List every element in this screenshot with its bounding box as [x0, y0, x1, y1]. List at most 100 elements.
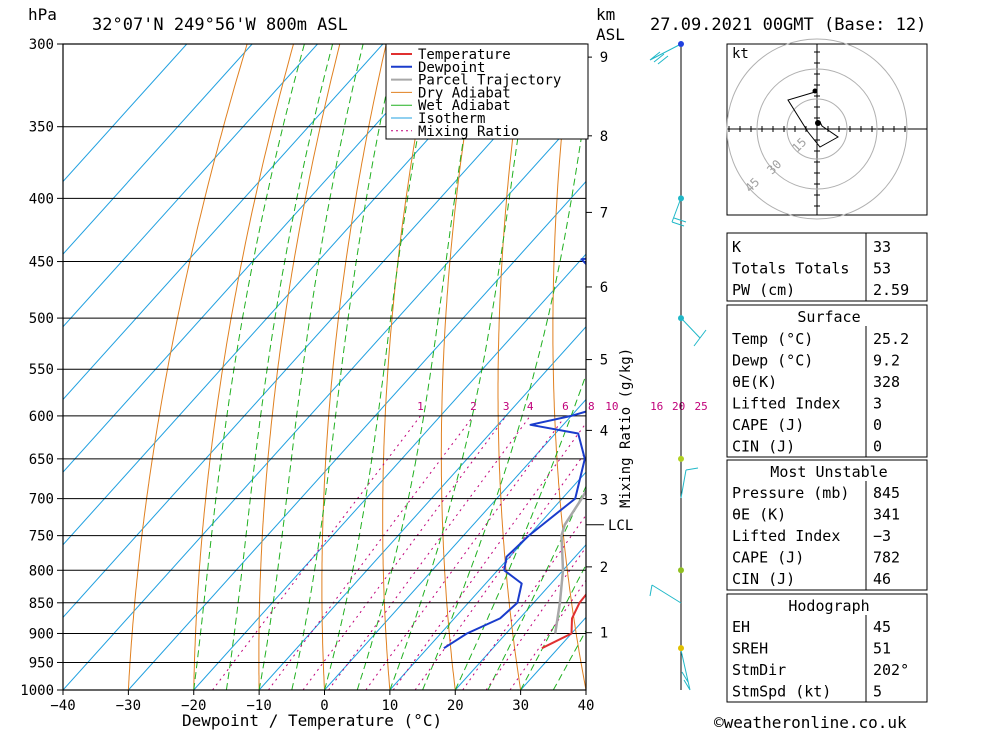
dry-adiabat-line	[127, 44, 248, 690]
isotherm-line	[128, 180, 586, 690]
dry-adiabat-line	[382, 44, 433, 690]
wet-adiabat-line	[258, 44, 364, 690]
table-row-value: 46	[873, 570, 891, 588]
isotherm-line	[63, 44, 188, 183]
mixing-ratio-label: 3	[503, 400, 510, 413]
table-row-value: 51	[873, 640, 891, 658]
table-row-label: EH	[732, 618, 750, 636]
table-row-label: SREH	[732, 640, 768, 658]
table-row-label: θE (K)	[732, 506, 786, 524]
temperature-tick-label: 10	[381, 698, 398, 714]
wet-adiabat-line	[356, 44, 481, 690]
isotherm-line	[193, 253, 586, 690]
height-tick-label: 8	[600, 129, 608, 145]
series-parcel-trajectory	[553, 488, 586, 634]
hodograph-table-title: Hodograph	[788, 597, 869, 615]
series-temperature	[541, 593, 586, 650]
mixing-ratio-label: 25	[694, 400, 707, 413]
isotherm-line	[63, 44, 580, 619]
temperature-tick-label: 40	[578, 698, 595, 714]
legend-entry: Wet Adiabat	[418, 98, 511, 114]
mixing-ratio-line	[509, 579, 586, 690]
mixing-ratio-labels: 1 2 3 4 6 8 10 16 20 25	[417, 400, 708, 413]
hodograph-storm-point	[815, 120, 821, 126]
asl-unit-label: ASL	[596, 25, 625, 44]
height-axis: LCL 1 2 3 4 5 6 7 8 9	[586, 50, 633, 642]
credit-link[interactable]: ©weatheronline.co.uk	[714, 713, 907, 732]
pressure-tick-label: 650	[29, 452, 54, 468]
isotherm-line	[324, 398, 586, 690]
table-row-label: Lifted Index	[732, 527, 840, 545]
table-row-label: StmSpd (kt)	[732, 683, 831, 701]
wind-barb	[649, 584, 682, 604]
pressure-tick-label: 850	[29, 596, 54, 612]
mixing-ratio-label: 4	[527, 400, 534, 413]
hodograph-ring	[786, 98, 848, 160]
table-row-label: CAPE (J)	[732, 416, 804, 434]
wind-level-dot	[678, 455, 684, 462]
temperature-tick-label: 30	[512, 698, 529, 714]
wet-adiabat-line	[291, 44, 398, 690]
isotherm-line	[63, 44, 384, 401]
table-row-value: 328	[873, 373, 900, 391]
temperature-tick-label: −30	[116, 698, 141, 714]
pressure-tick-label: 300	[29, 37, 54, 53]
height-tick-label: 1	[600, 626, 608, 642]
dry-adiabat-line	[658, 44, 717, 690]
hodograph-ring	[756, 68, 878, 190]
datetime-title: 27.09.2021 00GMT (Base: 12)	[650, 15, 926, 35]
table-row-label: Dewp (°C)	[732, 352, 813, 370]
mixing-ratio-line	[267, 415, 474, 690]
mixing-ratio-label: 20	[672, 400, 685, 413]
plot-frame	[62, 43, 587, 691]
hodograph-point	[812, 88, 818, 94]
legend-entry: Isotherm	[418, 111, 485, 127]
height-tick-label: 2	[600, 560, 608, 576]
isotherm-line	[389, 471, 586, 690]
mixing-ratio-line	[328, 415, 531, 690]
table-row-value: 9.2	[873, 352, 900, 370]
table-row-value: 0	[873, 416, 882, 434]
pressure-tick-label: 950	[29, 655, 54, 671]
temperature-tick-label: 20	[447, 698, 464, 714]
temperature-tick-label: 0	[320, 698, 328, 714]
surface-title: Surface	[797, 308, 860, 326]
km-unit-label: km	[596, 5, 615, 24]
most-unstable-title: Most Unstable	[770, 463, 887, 481]
pressure-axis: 300 350 400 450 500 550 600 650 700 750 800 850 900 9…	[20, 37, 63, 699]
table-row-label: θE(K)	[732, 373, 777, 391]
surface-box	[726, 304, 928, 458]
dry-adiabat-line	[942, 44, 1000, 690]
wind-barb	[649, 43, 682, 65]
mixing-ratio-axis-title: Mixing Ratio (g/kg)	[618, 348, 634, 508]
mixing-ratio-label: 1	[417, 400, 424, 413]
hodograph-table-box	[726, 593, 928, 703]
wet-adiabat-line	[454, 373, 586, 690]
table-row-label: Lifted Index	[732, 395, 840, 413]
table-row-value: 53	[873, 260, 891, 278]
table-row-label: CIN (J)	[732, 438, 795, 456]
table-row-label: CIN (J)	[732, 570, 795, 588]
height-tick-label: 6	[600, 280, 608, 296]
mixing-ratio-line	[302, 415, 507, 690]
mixing-ratio-label: 6	[562, 400, 569, 413]
series-dewpoint	[443, 257, 586, 650]
isotherm-line	[63, 44, 253, 255]
pressure-tick-label: 800	[29, 563, 54, 579]
table-row-value: −3	[873, 527, 891, 545]
wind-level-dot	[678, 195, 684, 202]
table-row-value: 202°	[873, 661, 909, 679]
height-tick-label: 5	[600, 353, 608, 369]
table-row-label: Totals Totals	[732, 260, 849, 278]
height-tick-label: 4	[600, 423, 608, 439]
profile-lines	[443, 257, 586, 650]
height-tick-label: 9	[600, 50, 608, 66]
wind-barb	[671, 197, 687, 227]
height-tick-label: 3	[600, 492, 608, 508]
pressure-tick-label: 500	[29, 311, 54, 327]
wind-level-dot	[678, 645, 684, 652]
temperature-tick-label: −20	[181, 698, 206, 714]
